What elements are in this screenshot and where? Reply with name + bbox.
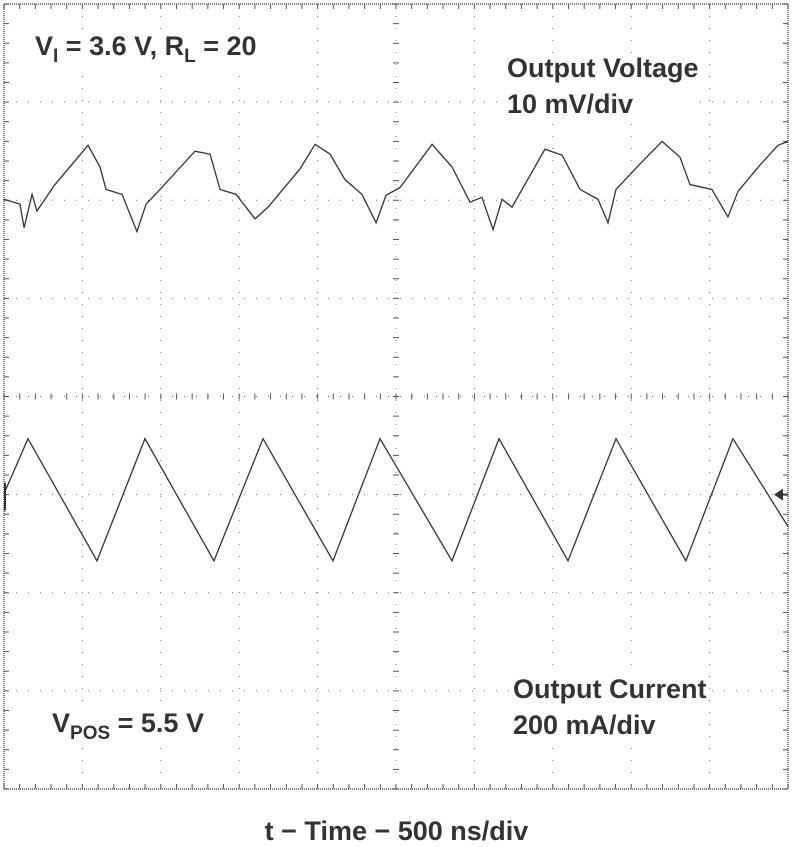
traces (3, 140, 789, 563)
conditions-label: VI = 3.6 V, RL = 20 (35, 31, 257, 67)
output-voltage-trace (3, 140, 789, 234)
grid (3, 3, 789, 790)
current-series-label: Output Current 200 mA/div (513, 674, 707, 740)
x-axis-label: t − Time − 500 ns/div (264, 816, 529, 846)
voltage-series-name: Output Voltage (507, 53, 699, 83)
reference-arrow-icon (774, 488, 783, 501)
current-series-name: Output Current (513, 674, 707, 704)
vpos-label: VPOS = 5.5 V (52, 708, 204, 744)
current-scale: 200 mA/div (513, 710, 656, 740)
channel-markers (4, 482, 788, 511)
voltage-scale: 10 mV/div (507, 89, 634, 119)
voltage-series-label: Output Voltage 10 mV/div (507, 53, 699, 119)
output-current-trace (3, 437, 789, 563)
